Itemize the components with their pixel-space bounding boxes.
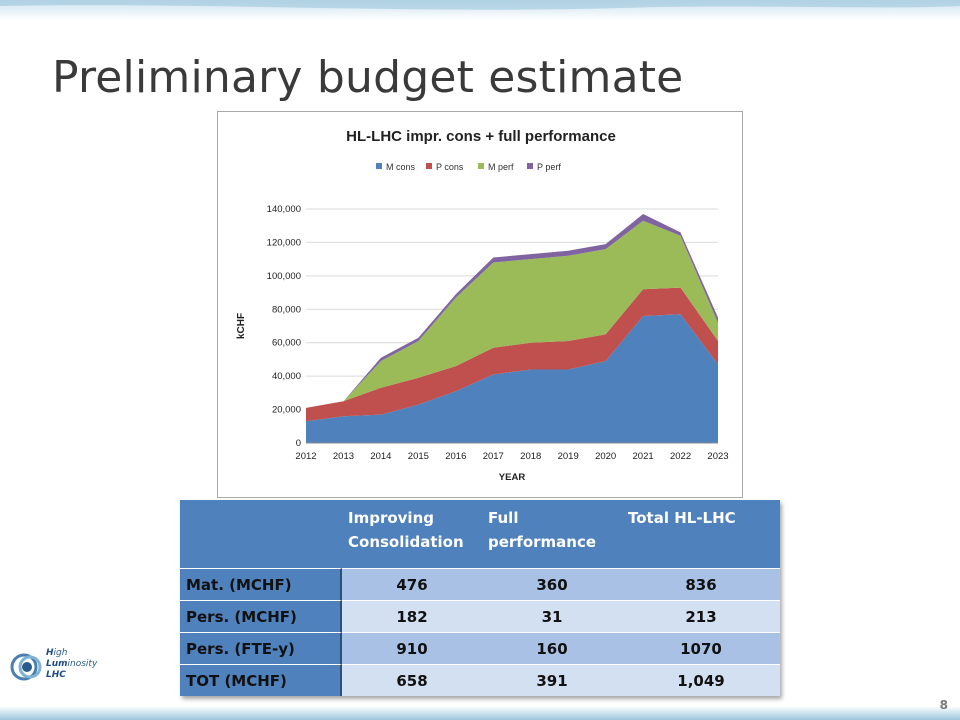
cell-performance: 160 bbox=[482, 632, 622, 664]
legend-swatch bbox=[527, 163, 533, 169]
cell-total: 1,049 bbox=[622, 664, 780, 696]
budget-table: Improving Consolidation Full performance… bbox=[180, 500, 780, 696]
x-tick-label: 2015 bbox=[408, 451, 429, 462]
row-label: TOT (MCHF) bbox=[180, 664, 342, 696]
legend-label: P perf bbox=[537, 162, 561, 172]
page-number: 8 bbox=[939, 698, 948, 712]
table-header-consolidation: Improving Consolidation bbox=[342, 500, 482, 568]
y-tick-label: 140,000 bbox=[267, 204, 301, 215]
y-tick-label: 100,000 bbox=[267, 271, 301, 282]
cell-total: 836 bbox=[622, 568, 780, 600]
stacked-area-chart: HL-LHC impr. cons + full performance M co… bbox=[236, 128, 729, 483]
bottom-decorative-band bbox=[0, 706, 960, 720]
x-tick-label: 2021 bbox=[633, 451, 654, 462]
row-label: Pers. (MCHF) bbox=[180, 600, 342, 632]
table-header-total: Total HL-LHC bbox=[622, 500, 780, 568]
y-axis-label: kCHF bbox=[236, 313, 247, 339]
legend-label: P cons bbox=[436, 162, 464, 172]
legend-swatch bbox=[478, 163, 484, 169]
area-series-m-perf bbox=[306, 220, 718, 408]
y-tick-label: 40,000 bbox=[272, 371, 301, 382]
x-tick-label: 2017 bbox=[483, 451, 504, 462]
cell-consolidation: 182 bbox=[342, 600, 482, 632]
cell-performance: 391 bbox=[482, 664, 622, 696]
slide-title: Preliminary budget estimate bbox=[52, 52, 684, 103]
cell-total: 213 bbox=[622, 600, 780, 632]
table-header-row: Improving Consolidation Full performance… bbox=[180, 500, 780, 568]
table-row: Mat. (MCHF) 476 360 836 bbox=[180, 568, 780, 600]
x-tick-label: 2016 bbox=[445, 451, 466, 462]
table-row: Pers. (FTE-y) 910 160 1070 bbox=[180, 632, 780, 664]
x-tick-label: 2023 bbox=[707, 451, 728, 462]
y-tick-label: 60,000 bbox=[272, 338, 301, 349]
x-tick-label: 2013 bbox=[333, 451, 354, 462]
x-tick-label: 2020 bbox=[595, 451, 616, 462]
area-series-p-cons bbox=[306, 287, 718, 422]
chart-title: HL-LHC impr. cons + full performance bbox=[346, 128, 616, 145]
x-tick-label: 2018 bbox=[520, 451, 541, 462]
x-tick-label: 2022 bbox=[670, 451, 691, 462]
table-row: TOT (MCHF) 658 391 1,049 bbox=[180, 664, 780, 696]
cell-consolidation: 476 bbox=[342, 568, 482, 600]
x-tick-label: 2014 bbox=[370, 451, 391, 462]
cell-performance: 360 bbox=[482, 568, 622, 600]
y-tick-label: 0 bbox=[296, 438, 301, 449]
legend-label: M perf bbox=[488, 162, 514, 172]
chart-frame: HL-LHC impr. cons + full performance M co… bbox=[217, 111, 743, 498]
legend-swatch bbox=[426, 163, 432, 169]
hilumi-logo: High Luminosity LHC bbox=[10, 648, 97, 688]
x-tick-label: 2019 bbox=[558, 451, 579, 462]
table-header-blank bbox=[180, 500, 342, 568]
row-label: Mat. (MCHF) bbox=[180, 568, 342, 600]
area-series-p-perf bbox=[306, 214, 718, 408]
cell-performance: 31 bbox=[482, 600, 622, 632]
y-tick-label: 80,000 bbox=[272, 304, 301, 315]
x-tick-label: 2012 bbox=[295, 451, 316, 462]
table-header-performance: Full performance bbox=[482, 500, 622, 568]
cell-consolidation: 910 bbox=[342, 632, 482, 664]
table-row: Pers. (MCHF) 182 31 213 bbox=[180, 600, 780, 632]
y-tick-label: 120,000 bbox=[267, 237, 301, 248]
legend-label: M cons bbox=[386, 162, 416, 172]
logo-rings-icon bbox=[10, 653, 42, 681]
top-wave-decoration bbox=[0, 0, 960, 10]
legend-swatch bbox=[376, 163, 382, 169]
x-axis-label: YEAR bbox=[499, 472, 526, 483]
cell-total: 1070 bbox=[622, 632, 780, 664]
y-tick-label: 20,000 bbox=[272, 405, 301, 416]
logo-text: High Luminosity LHC bbox=[46, 648, 98, 680]
row-label: Pers. (FTE-y) bbox=[180, 632, 342, 664]
cell-consolidation: 658 bbox=[342, 664, 482, 696]
area-series-m-cons bbox=[306, 314, 718, 443]
